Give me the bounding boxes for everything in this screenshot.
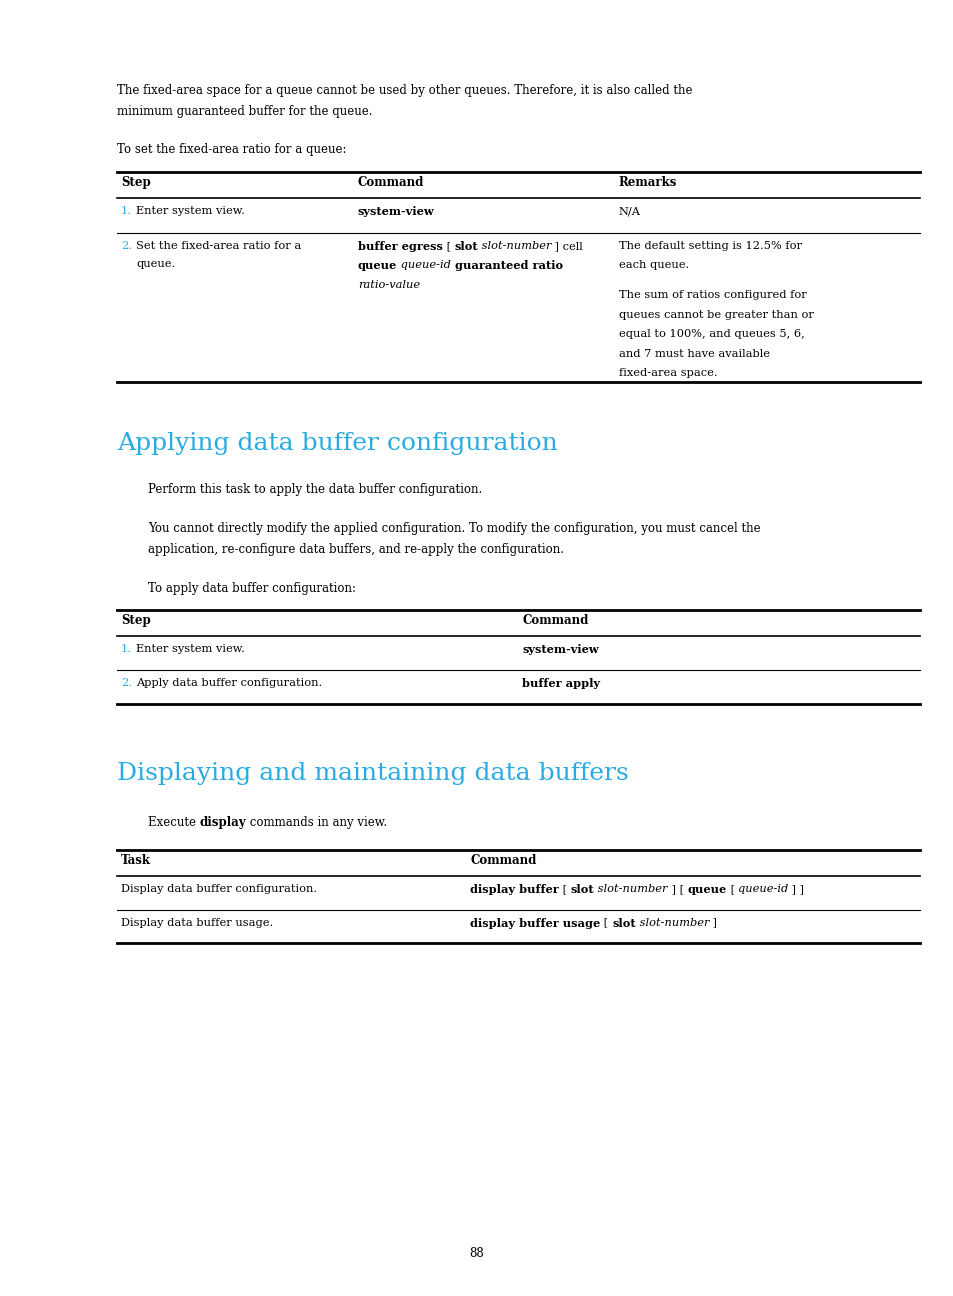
Text: guaranteed ratio: guaranteed ratio: [455, 260, 562, 271]
Text: Execute: Execute: [148, 816, 199, 829]
Text: ] [: ] [: [667, 884, 686, 894]
Text: minimum guaranteed buffer for the queue.: minimum guaranteed buffer for the queue.: [117, 105, 373, 118]
Text: queue: queue: [357, 260, 396, 271]
Text: queue-id: queue-id: [396, 260, 455, 271]
Text: ] cell: ] cell: [551, 241, 582, 251]
Text: display: display: [199, 816, 246, 829]
Text: fixed-area space.: fixed-area space.: [618, 368, 717, 378]
Text: To set the fixed-area ratio for a queue:: To set the fixed-area ratio for a queue:: [117, 143, 347, 156]
Text: ]: ]: [708, 918, 717, 928]
Text: Apply data buffer configuration.: Apply data buffer configuration.: [136, 678, 322, 688]
Text: commands in any view.: commands in any view.: [246, 816, 387, 829]
Text: queue.: queue.: [136, 259, 175, 270]
Text: 2.: 2.: [121, 241, 132, 251]
Text: Command: Command: [470, 854, 536, 867]
Text: slot-number: slot-number: [635, 918, 708, 928]
Text: [: [: [726, 884, 738, 894]
Text: Enter system view.: Enter system view.: [136, 206, 245, 216]
Text: Command: Command: [522, 614, 588, 627]
Text: application, re-configure data buffers, and re-apply the configuration.: application, re-configure data buffers, …: [148, 543, 563, 556]
Text: You cannot directly modify the applied configuration. To modify the configuratio: You cannot directly modify the applied c…: [148, 522, 760, 535]
Text: The fixed-area space for a queue cannot be used by other queues. Therefore, it i: The fixed-area space for a queue cannot …: [117, 84, 692, 97]
Text: and 7 must have available: and 7 must have available: [618, 349, 769, 359]
Text: Applying data buffer configuration: Applying data buffer configuration: [117, 432, 558, 455]
Text: slot: slot: [570, 884, 594, 894]
Text: 1.: 1.: [121, 206, 132, 216]
Text: Remarks: Remarks: [618, 176, 677, 189]
Text: equal to 100%, and queues 5, 6,: equal to 100%, and queues 5, 6,: [618, 329, 803, 340]
Text: buffer apply: buffer apply: [522, 678, 599, 688]
Text: Perform this task to apply the data buffer configuration.: Perform this task to apply the data buff…: [148, 483, 481, 496]
Text: Step: Step: [121, 614, 151, 627]
Text: Enter system view.: Enter system view.: [136, 644, 245, 654]
Text: Displaying and maintaining data buffers: Displaying and maintaining data buffers: [117, 762, 628, 785]
Text: 1.: 1.: [121, 644, 132, 654]
Text: 88: 88: [469, 1247, 484, 1260]
Text: Display data buffer configuration.: Display data buffer configuration.: [121, 884, 317, 894]
Text: The sum of ratios configured for: The sum of ratios configured for: [618, 290, 805, 301]
Text: [: [: [558, 884, 570, 894]
Text: buffer egress: buffer egress: [357, 241, 442, 251]
Text: N/A: N/A: [618, 206, 639, 216]
Text: [: [: [442, 241, 454, 251]
Text: display buffer: display buffer: [470, 884, 558, 894]
Text: slot-number: slot-number: [477, 241, 551, 251]
Text: system-view: system-view: [522, 644, 598, 654]
Text: display buffer usage: display buffer usage: [470, 918, 599, 928]
Text: [: [: [599, 918, 612, 928]
Text: 2.: 2.: [121, 678, 132, 688]
Text: Step: Step: [121, 176, 151, 189]
Text: Command: Command: [357, 176, 424, 189]
Text: queue-id: queue-id: [738, 884, 787, 894]
Text: ratio-value: ratio-value: [357, 280, 419, 290]
Text: Display data buffer usage.: Display data buffer usage.: [121, 918, 274, 928]
Text: each queue.: each queue.: [618, 260, 688, 271]
Text: slot: slot: [454, 241, 477, 251]
Text: slot: slot: [612, 918, 635, 928]
Text: system-view: system-view: [357, 206, 434, 216]
Text: To apply data buffer configuration:: To apply data buffer configuration:: [148, 582, 355, 595]
Text: slot-number: slot-number: [594, 884, 667, 894]
Text: Task: Task: [121, 854, 151, 867]
Text: The default setting is 12.5% for: The default setting is 12.5% for: [618, 241, 801, 251]
Text: queues cannot be greater than or: queues cannot be greater than or: [618, 310, 813, 320]
Text: queue: queue: [686, 884, 726, 894]
Text: ] ]: ] ]: [787, 884, 803, 894]
Text: Set the fixed-area ratio for a: Set the fixed-area ratio for a: [136, 241, 301, 251]
